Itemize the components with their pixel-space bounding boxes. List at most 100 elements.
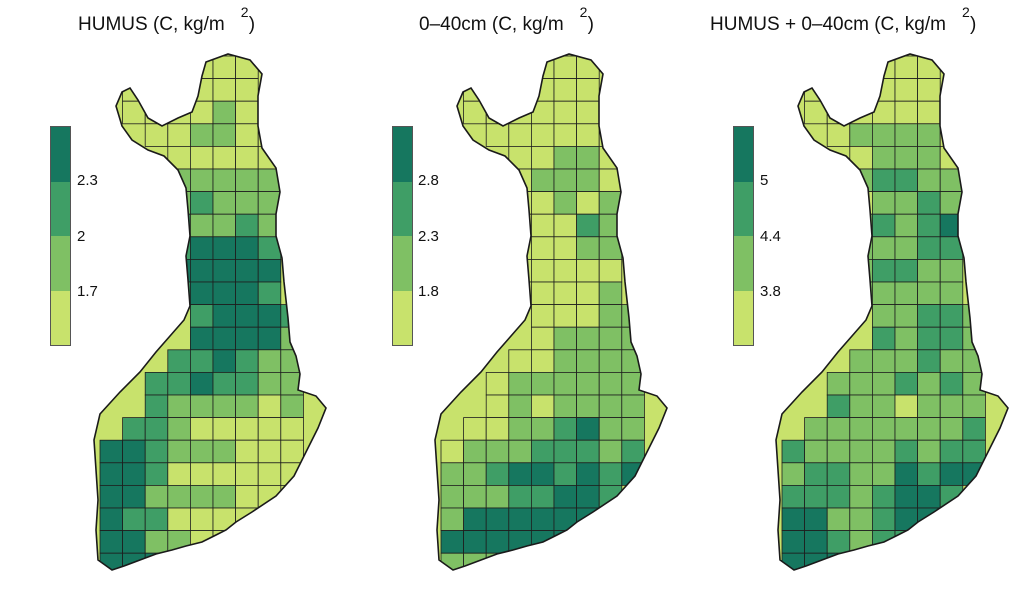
grid-cell xyxy=(871,281,896,306)
grid-cell xyxy=(553,552,578,570)
grid-cell xyxy=(508,439,532,464)
grid-cell xyxy=(189,507,214,532)
grid-cell xyxy=(212,258,237,283)
grid-cell xyxy=(508,100,532,125)
grid-cell xyxy=(826,394,851,419)
grid-cell xyxy=(553,168,578,193)
grid-cell xyxy=(939,326,964,351)
grid-cell xyxy=(894,168,919,193)
grid-cell xyxy=(144,462,169,486)
grid-cell xyxy=(939,439,964,464)
grid-cell xyxy=(440,507,465,532)
grid-cell xyxy=(804,439,828,464)
grid-cell xyxy=(508,507,532,532)
grid-cell xyxy=(553,55,578,80)
grid-cell xyxy=(189,371,214,396)
grid-cell xyxy=(849,507,873,532)
grid-cell xyxy=(894,326,919,351)
grid-cell xyxy=(553,258,578,283)
grid-cell xyxy=(849,552,873,570)
grid-cell xyxy=(257,371,282,396)
grid-cell xyxy=(257,417,282,441)
grid-cell xyxy=(871,191,896,215)
grid-cell xyxy=(212,213,237,238)
grid-cell xyxy=(99,439,124,464)
grid-cell xyxy=(598,100,623,125)
grid-cell xyxy=(871,552,896,570)
grid-cell xyxy=(553,439,578,464)
grid-cell xyxy=(440,530,465,554)
grid-cell xyxy=(621,349,645,373)
legend-box-3 xyxy=(393,181,412,236)
grid-cell xyxy=(849,78,873,102)
grid-cell xyxy=(895,576,918,599)
grid-cell xyxy=(212,552,237,570)
grid-cell xyxy=(235,349,259,373)
grid-cell xyxy=(917,394,941,419)
legend-tick-high: 2.3 xyxy=(77,172,98,189)
grid-cell xyxy=(598,484,623,509)
grid-cell xyxy=(530,281,555,306)
grid-cell xyxy=(849,417,873,441)
grid-cell xyxy=(463,100,487,125)
grid-cell xyxy=(917,191,941,215)
grid-cell xyxy=(894,417,919,441)
grid-cell xyxy=(917,371,941,396)
grid-cell xyxy=(122,100,146,125)
grid-cell xyxy=(167,78,191,102)
grid-cell xyxy=(576,349,600,373)
grid-cell xyxy=(939,258,964,283)
grid-cell xyxy=(849,55,873,80)
grid-cell xyxy=(871,78,896,102)
legend-tick-low: 1.7 xyxy=(77,283,98,300)
grid-cell xyxy=(509,576,532,599)
grid-cell xyxy=(235,281,259,306)
grid-cell xyxy=(508,484,532,509)
grid-cell xyxy=(235,258,259,283)
grid-cell xyxy=(257,439,282,464)
grid-cell xyxy=(144,394,169,419)
grid-cell xyxy=(598,417,623,441)
grid-cell xyxy=(122,507,146,532)
grid-cell xyxy=(939,394,964,419)
grid-cell xyxy=(189,394,214,419)
grid-cell xyxy=(189,326,214,351)
grid-cell xyxy=(257,349,282,373)
grid-cell xyxy=(894,78,919,102)
grid-cell xyxy=(280,394,304,419)
grid-cell xyxy=(939,417,964,441)
grid-cell xyxy=(849,394,873,419)
grid-cell xyxy=(917,530,941,554)
legend-box-4 xyxy=(51,127,70,182)
grid-cell xyxy=(849,462,873,486)
grid-cell xyxy=(917,326,941,351)
grid-cell xyxy=(576,552,600,570)
grid-cell xyxy=(849,281,873,306)
grid-cell xyxy=(871,123,896,147)
legend-tick-low: 1.8 xyxy=(418,283,439,300)
title-text: 0–40cm (C, kg/m xyxy=(419,14,564,35)
legend-tick-high: 2.8 xyxy=(418,172,439,189)
grid-cell xyxy=(441,576,464,599)
grid-cell xyxy=(939,281,964,306)
grid-cell xyxy=(530,326,555,351)
grid-cell xyxy=(530,236,555,260)
grid-cell xyxy=(144,484,169,509)
grid-cell xyxy=(235,439,259,464)
grid-cell xyxy=(189,145,214,170)
grid-cell xyxy=(508,145,532,170)
grid-cell xyxy=(212,236,237,260)
grid-cell xyxy=(122,530,146,554)
grid-cell xyxy=(144,371,169,396)
panel-total: HUMUS + 0–40cm (C, kg/m 2) 5 4.4 3.8 xyxy=(682,0,1023,599)
grid-cell xyxy=(598,304,623,328)
grid-cell xyxy=(917,349,941,373)
grid-cell xyxy=(212,417,237,441)
grid-cell xyxy=(553,123,578,147)
grid-cell xyxy=(508,281,532,306)
grid-cell xyxy=(962,462,986,486)
grid-cell xyxy=(939,349,964,373)
grid-cell xyxy=(871,258,896,283)
grid-cell xyxy=(168,576,191,599)
grid-cell xyxy=(871,236,896,260)
